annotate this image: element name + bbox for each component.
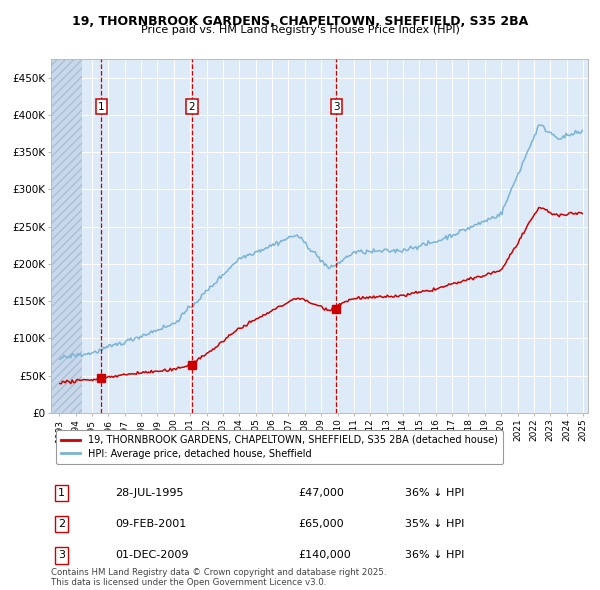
Text: 1: 1: [58, 489, 65, 498]
Text: £47,000: £47,000: [298, 489, 344, 498]
Bar: [51, 59, 82, 413]
Text: 09-FEB-2001: 09-FEB-2001: [115, 519, 187, 529]
Text: Contains HM Land Registry data © Crown copyright and database right 2025.
This d: Contains HM Land Registry data © Crown c…: [51, 568, 386, 587]
Text: 36% ↓ HPI: 36% ↓ HPI: [406, 550, 465, 560]
Text: 01-DEC-2009: 01-DEC-2009: [115, 550, 189, 560]
Text: 3: 3: [333, 102, 340, 112]
Text: Price paid vs. HM Land Registry's House Price Index (HPI): Price paid vs. HM Land Registry's House …: [140, 25, 460, 35]
Text: 3: 3: [58, 550, 65, 560]
Text: 2: 2: [58, 519, 65, 529]
Text: £65,000: £65,000: [298, 519, 344, 529]
Text: 36% ↓ HPI: 36% ↓ HPI: [406, 489, 465, 498]
Text: 2: 2: [188, 102, 195, 112]
Legend: 19, THORNBROOK GARDENS, CHAPELTOWN, SHEFFIELD, S35 2BA (detached house), HPI: Av: 19, THORNBROOK GARDENS, CHAPELTOWN, SHEF…: [56, 430, 503, 464]
Text: £140,000: £140,000: [298, 550, 351, 560]
Text: 28-JUL-1995: 28-JUL-1995: [115, 489, 184, 498]
Text: 19, THORNBROOK GARDENS, CHAPELTOWN, SHEFFIELD, S35 2BA: 19, THORNBROOK GARDENS, CHAPELTOWN, SHEF…: [72, 15, 528, 28]
Bar: [51, 59, 82, 413]
Text: 1: 1: [98, 102, 104, 112]
Text: 35% ↓ HPI: 35% ↓ HPI: [406, 519, 465, 529]
